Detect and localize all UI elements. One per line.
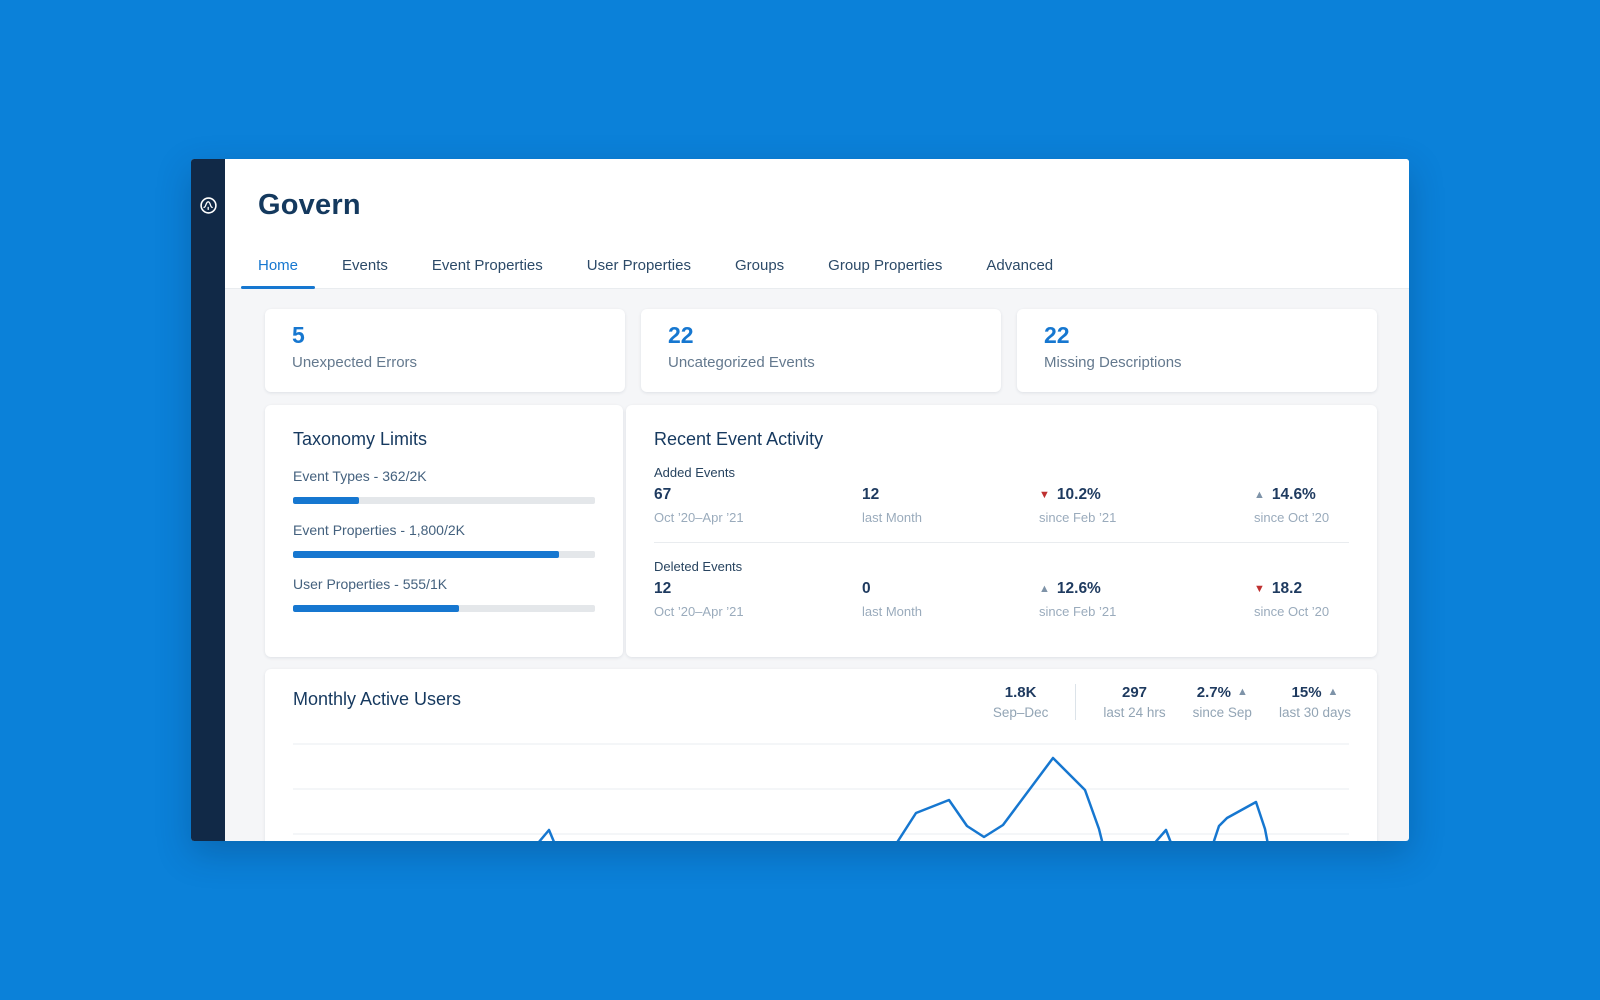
stat-value: 22: [1044, 322, 1070, 348]
taxonomy-item-event-types: Event Types - 362/2K: [293, 468, 595, 504]
progress-fill: [293, 497, 360, 504]
tab-group-properties[interactable]: Group Properties: [828, 257, 943, 274]
tab-groups[interactable]: Groups: [734, 257, 785, 274]
stat-col: ▲ 14.6% since Oct ’20: [1254, 486, 1349, 525]
divider: [654, 542, 1349, 543]
trend-up-icon: ▲: [1327, 686, 1339, 698]
card-unexpected-errors[interactable]: 5 Unexpected Errors: [265, 309, 625, 392]
added-events-row: 67 Oct ’20–Apr ’21 12 last Month ▼ 10.2%: [654, 486, 1349, 525]
progress-track: [293, 497, 595, 504]
tab-home[interactable]: Home: [241, 257, 316, 289]
recent-event-activity-card: Recent Event Activity Added Events 67 Oc…: [626, 405, 1377, 657]
taxonomy-item-label: Event Types - 362/2K: [293, 468, 427, 484]
taxonomy-item-user-properties: User Properties - 555/1K: [293, 576, 595, 612]
trend-up-icon: ▲: [1039, 582, 1050, 595]
stat-value: 12: [862, 486, 880, 503]
page-header: Govern Home Events Event Properties User…: [225, 159, 1409, 289]
trend-down-icon: ▼: [1039, 488, 1050, 501]
content-area: 5 Unexpected Errors 22 Uncategorized Eve…: [225, 289, 1409, 841]
stat-sublabel: Oct ’20–Apr ’21: [654, 510, 744, 525]
stat-sublabel: since Feb ’21: [1039, 604, 1117, 619]
trend-up-icon: ▲: [1236, 686, 1248, 698]
stat-sublabel: last Month: [862, 604, 922, 619]
stat-sublabel: last Month: [862, 510, 922, 525]
stat-sublabel: since Oct ’20: [1254, 510, 1330, 525]
amplitude-logo-icon[interactable]: [200, 197, 217, 214]
stat-col: ▲ 12.6% since Feb ’21: [1039, 580, 1254, 619]
mau-stat-range: 1.8K Sep–Dec: [992, 684, 1049, 720]
stat-value: ▼ 18.2: [1254, 580, 1303, 597]
stat-col: 0 last Month: [862, 580, 1039, 619]
middle-row: Taxonomy Limits Event Types - 362/2K Eve…: [265, 405, 1377, 657]
card-title: Monthly Active Users: [293, 689, 462, 709]
mau-chart: [265, 724, 1377, 841]
stat-value: 12: [654, 580, 672, 597]
stat-sublabel: since Feb ’21: [1039, 510, 1117, 525]
stat-sublabel: since Oct ’20: [1254, 604, 1330, 619]
trend-up-icon: ▲: [1254, 488, 1265, 501]
stat-col: ▼ 10.2% since Feb ’21: [1039, 486, 1254, 525]
stat-value: 0: [862, 580, 871, 597]
stat-label: Missing Descriptions: [1044, 354, 1182, 371]
taxonomy-item-label: User Properties - 555/1K: [293, 576, 448, 592]
mau-stat-30-days: 15% ▲ last 30 days: [1278, 684, 1351, 720]
mau-stat-since-sep: 2.7% ▲ since Sep: [1192, 684, 1252, 720]
stat-col: 12 last Month: [862, 486, 1039, 525]
progress-track: [293, 551, 595, 558]
main-panel: Govern Home Events Event Properties User…: [225, 159, 1409, 841]
mau-stat-24hrs: 297 last 24 hrs: [1103, 684, 1166, 720]
divider: [1075, 684, 1077, 720]
stat-value: ▼ 10.2%: [1039, 486, 1101, 503]
stat-sublabel: Oct ’20–Apr ’21: [654, 604, 744, 619]
tab-events[interactable]: Events: [342, 257, 388, 274]
stat-label: Unexpected Errors: [292, 354, 418, 371]
card-title: Taxonomy Limits: [293, 429, 428, 449]
taxonomy-limits-card: Taxonomy Limits Event Types - 362/2K Eve…: [265, 405, 623, 657]
taxonomy-item-label: Event Properties - 1,800/2K: [293, 522, 465, 538]
progress-fill: [293, 551, 559, 558]
taxonomy-item-event-properties: Event Properties - 1,800/2K: [293, 522, 595, 558]
deleted-events-row: 12 Oct ’20–Apr ’21 0 last Month ▲ 12.6%: [654, 580, 1349, 619]
progress-fill: [293, 605, 460, 612]
trend-down-icon: ▼: [1254, 582, 1265, 595]
page-title: Govern: [258, 189, 361, 221]
card-uncategorized-events[interactable]: 22 Uncategorized Events: [641, 309, 1001, 392]
tab-bar: Home Events Event Properties User Proper…: [241, 257, 1070, 289]
stat-col: 67 Oct ’20–Apr ’21: [654, 486, 862, 525]
stat-value: 67: [654, 486, 672, 503]
card-missing-descriptions[interactable]: 22 Missing Descriptions: [1017, 309, 1377, 392]
tab-event-properties[interactable]: Event Properties: [431, 257, 543, 274]
progress-track: [293, 605, 595, 612]
sidebar: [191, 159, 225, 841]
card-title: Recent Event Activity: [654, 429, 824, 449]
monthly-active-users-card: Monthly Active Users 1.8K Sep–Dec 297 la…: [265, 669, 1377, 841]
app-window: Govern Home Events Event Properties User…: [191, 159, 1409, 841]
tab-user-properties[interactable]: User Properties: [586, 257, 691, 274]
stat-value: ▲ 12.6%: [1039, 580, 1101, 597]
stat-value: 5: [292, 322, 305, 348]
stat-col: 12 Oct ’20–Apr ’21: [654, 580, 862, 619]
stat-col: ▼ 18.2 since Oct ’20: [1254, 580, 1349, 619]
stat-value: 22: [668, 322, 694, 348]
added-events-label: Added Events: [654, 465, 735, 480]
summary-row: 5 Unexpected Errors 22 Uncategorized Eve…: [265, 309, 1377, 392]
stat-value: ▲ 14.6%: [1254, 486, 1316, 503]
mau-stats: 1.8K Sep–Dec 297 last 24 hrs 2.7% ▲ sinc…: [993, 684, 1351, 720]
deleted-events-label: Deleted Events: [654, 559, 743, 574]
tab-advanced[interactable]: Advanced: [986, 257, 1054, 274]
chart-gridlines: [293, 743, 1349, 835]
stat-label: Uncategorized Events: [668, 354, 815, 371]
mau-chart-svg: [293, 743, 1349, 841]
